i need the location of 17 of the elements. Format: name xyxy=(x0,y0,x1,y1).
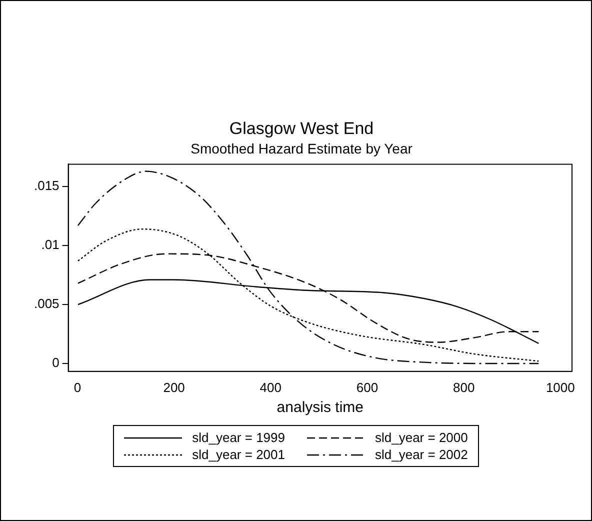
y-tick-label: .015 xyxy=(34,178,60,194)
x-tick-label: 400 xyxy=(260,380,282,395)
x-tick-label: 0 xyxy=(74,380,82,395)
legend-label: sld_year = 1999 xyxy=(192,430,285,445)
x-tick-label: 200 xyxy=(163,380,185,395)
x-axis-title: analysis time xyxy=(276,399,364,416)
legend-label: sld_year = 2002 xyxy=(375,447,468,462)
x-tick-label: 600 xyxy=(356,380,378,395)
y-tick-label: 0 xyxy=(52,355,60,370)
x-tick-label: 800 xyxy=(452,380,475,395)
legend-label: sld_year = 2000 xyxy=(375,430,468,445)
chart-subtitle: Smoothed Hazard Estimate by Year xyxy=(190,140,413,157)
y-tick-label: .01 xyxy=(41,237,60,252)
y-tick-label: .005 xyxy=(34,296,60,312)
chart-title: Glasgow West End xyxy=(229,118,374,138)
legend-label: sld_year = 2001 xyxy=(192,447,285,462)
x-tick-label: 1000 xyxy=(546,380,575,395)
